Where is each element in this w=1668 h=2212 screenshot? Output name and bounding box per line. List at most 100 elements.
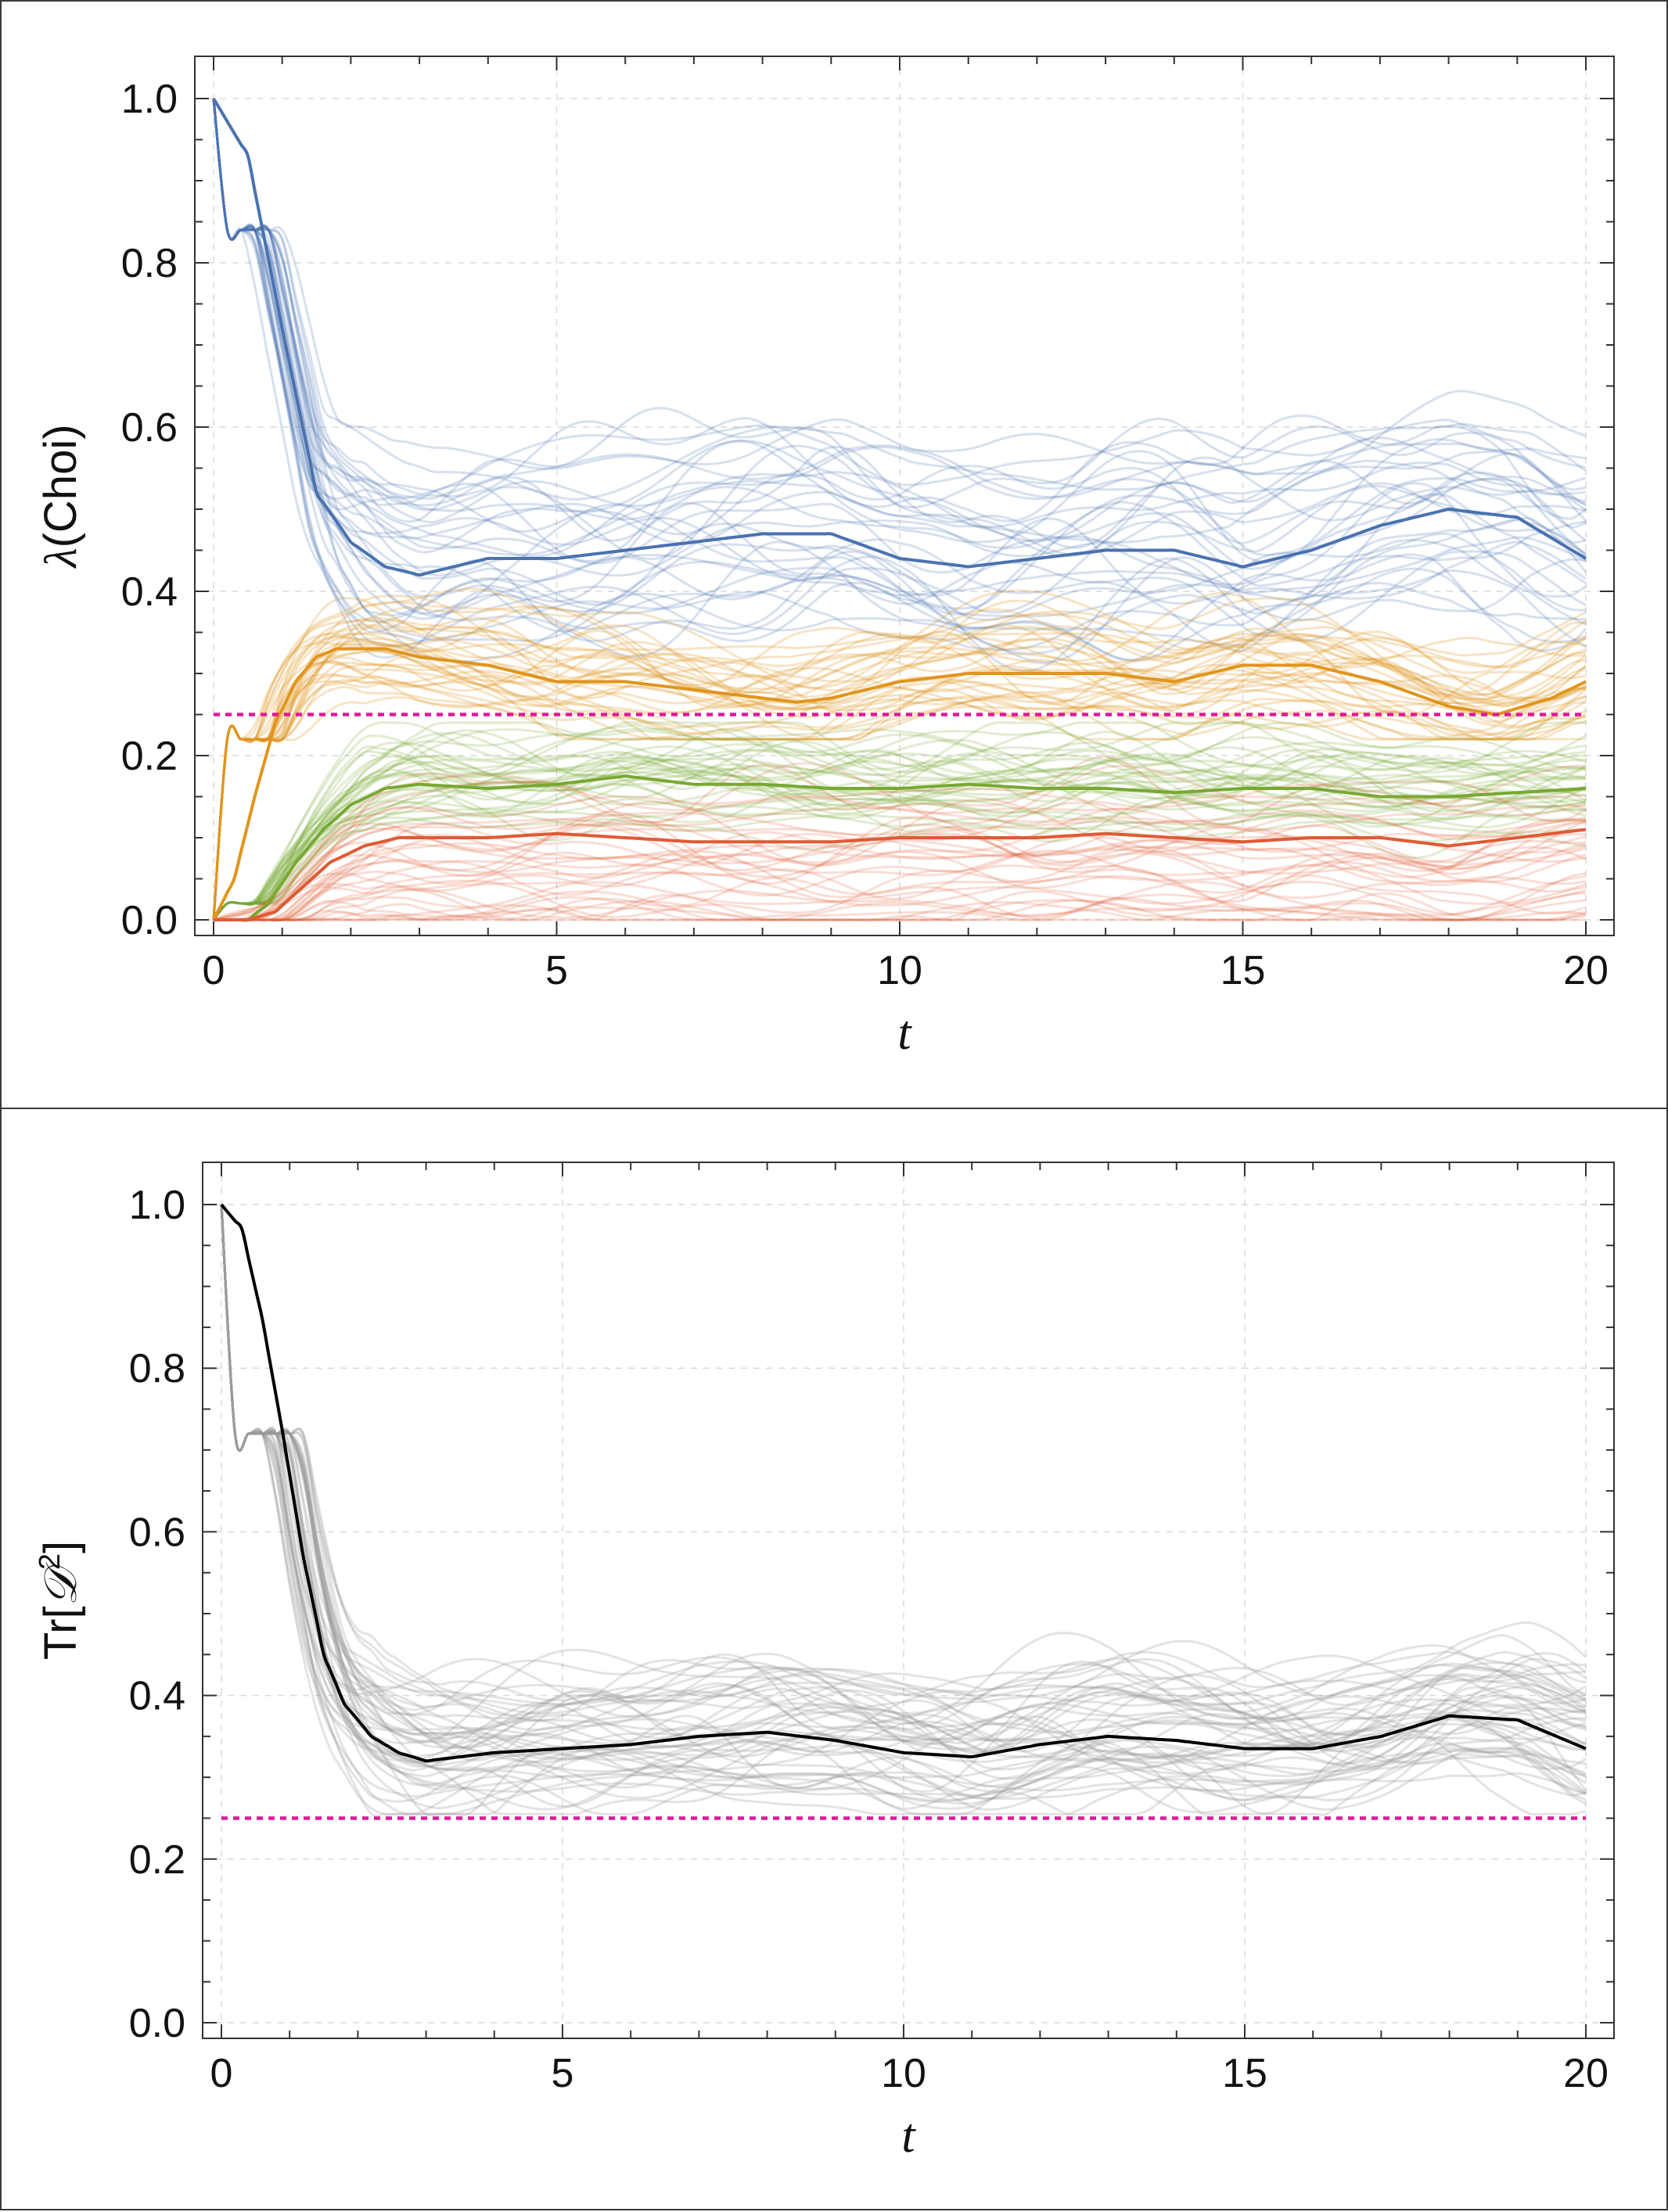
ensemble-trace — [212, 656, 1587, 921]
ensemble-trace — [212, 98, 1587, 652]
ensemble-trace — [212, 98, 1587, 622]
y-axis-label-text: (Choi) — [35, 424, 86, 548]
ensemble-trace — [220, 1204, 1587, 1816]
ensemble-trace — [212, 98, 1587, 544]
ensemble-trace — [220, 1204, 1587, 1722]
ensemble-trace — [212, 597, 1587, 921]
y-tick-label: 1.0 — [121, 77, 178, 122]
ensemble-trace — [214, 838, 1587, 921]
tick-marks — [203, 1162, 1614, 2038]
ensemble-trace — [220, 1204, 1587, 1793]
ensemble-trace — [212, 98, 1587, 623]
ensemble-trace — [214, 817, 1587, 921]
x-tick-label: 15 — [1222, 2051, 1267, 2096]
ensemble-trace — [213, 795, 1587, 921]
ensemble-trace — [220, 1204, 1587, 1761]
ensemble-trace — [212, 591, 1587, 921]
ensemble-trace — [212, 813, 1587, 921]
ensemble-trace — [220, 1204, 1587, 1772]
ensemble-trace — [212, 618, 1587, 921]
ensemble-trace — [212, 98, 1587, 529]
ensemble-trace — [220, 1204, 1587, 1743]
ensemble-trace — [212, 632, 1587, 921]
ensemble-trace — [212, 669, 1587, 921]
ensemble-trace — [212, 98, 1587, 620]
ensemble-trace — [212, 98, 1587, 554]
ensemble-trace — [212, 98, 1587, 662]
ensemble-trace — [214, 842, 1587, 921]
bottom-chart-panel: 0 5 10 15 20 0.0 0.2 0.4 0.6 0.8 1.0 t Tr[𝒟2] — [0, 1108, 1668, 2210]
ensemble-trace — [212, 98, 1587, 558]
ensemble-trace — [214, 835, 1587, 922]
ensemble-trace — [212, 757, 1587, 921]
ensemble-trace — [212, 696, 1586, 921]
ensemble-trace — [212, 632, 1587, 921]
ensemble-trace — [212, 98, 1587, 663]
ensemble-trace — [212, 98, 1587, 618]
ensemble-trace — [220, 1204, 1587, 1731]
ensemble-trace — [220, 1204, 1587, 1803]
ensemble-trace — [214, 849, 1587, 922]
ensemble-trace — [212, 98, 1587, 528]
ensemble-trace — [212, 738, 1587, 921]
ensemble-trace — [220, 1204, 1587, 1812]
ensemble-trace — [220, 1204, 1587, 1726]
ensemble-trace — [214, 899, 1587, 921]
y-tick-label: 0.4 — [121, 569, 178, 615]
ensemble-trace — [220, 1204, 1587, 1708]
ensemble-trace — [214, 864, 1587, 921]
ensemble-trace — [220, 1204, 1587, 1702]
y-tick-label: 0.2 — [129, 1837, 185, 1883]
y-tick-label: 0.8 — [129, 1346, 185, 1391]
ensemble-trace — [212, 776, 1587, 921]
y-tick-label: 0.4 — [129, 1674, 185, 1719]
ensemble-trace — [214, 904, 1587, 921]
ensemble-trace — [212, 721, 1587, 921]
ensemble-trace — [212, 98, 1587, 652]
ensemble-trace — [213, 807, 1587, 921]
y-tick-label: 0.6 — [129, 1510, 185, 1555]
ensemble-trace — [212, 767, 1587, 921]
plot-frame — [194, 56, 1615, 936]
ensemble-trace — [212, 649, 1587, 921]
x-tick-label: 20 — [1563, 2051, 1609, 2096]
y-axis-label: Tr[𝒟2] — [34, 1541, 87, 1660]
x-tick-label: 5 — [552, 2051, 574, 2096]
ensemble-trace — [212, 587, 1587, 921]
ensemble-trace — [212, 98, 1587, 664]
ensemble-trace — [220, 1204, 1587, 1754]
ensemble-trace — [212, 98, 1587, 564]
ensemble-trace — [212, 616, 1587, 921]
ensemble-trace — [220, 1204, 1587, 1744]
ensemble-trace — [212, 619, 1587, 921]
ensemble-trace — [212, 738, 1587, 921]
ensemble-trace — [214, 890, 1587, 922]
ensemble-trace — [213, 762, 1587, 921]
plot-frame — [202, 1162, 1615, 2039]
ensemble-trace — [220, 1204, 1587, 1771]
ensemble-trace — [220, 1204, 1587, 1761]
ensemble-trace — [220, 1204, 1587, 1751]
ensemble-trace — [220, 1204, 1587, 1718]
ensemble-trace — [212, 740, 1587, 921]
ensemble-trace — [212, 594, 1587, 921]
ensemble-trace — [212, 98, 1587, 586]
series-line-green — [214, 774, 1587, 922]
ensemble-trace — [220, 1204, 1587, 1753]
ensemble-trace — [220, 1204, 1587, 1724]
ensemble-trace — [212, 98, 1587, 500]
ensemble-trace — [212, 98, 1587, 549]
ensemble-trace — [212, 98, 1587, 496]
ensemble-trace — [220, 1204, 1587, 1816]
ensemble-trace — [213, 780, 1587, 921]
ensemble-trace — [212, 674, 1587, 921]
ensemble-trace — [214, 860, 1587, 922]
ensemble-trace — [212, 98, 1587, 616]
ensemble-trace — [212, 589, 1587, 921]
ensemble-trace — [212, 721, 1587, 921]
ensemble-trace — [213, 809, 1587, 921]
ensemble-trace — [220, 1204, 1587, 1761]
ensemble-trace — [212, 98, 1587, 501]
ensemble-trace — [220, 1204, 1587, 1771]
ensemble-trace — [213, 798, 1587, 921]
